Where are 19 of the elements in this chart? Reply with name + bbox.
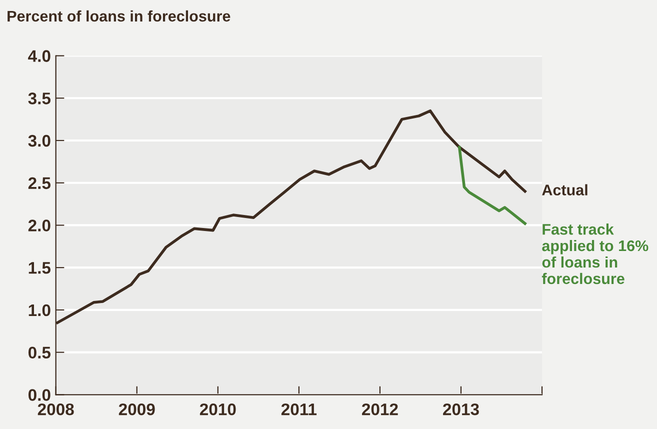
x-tick-label: 2009 bbox=[118, 403, 155, 416]
y-tick-label: 2.0 bbox=[28, 220, 50, 232]
series-label: Fast track applied to 16% of loans in foreclosure bbox=[542, 224, 648, 284]
y-tick-label: 0.5 bbox=[28, 346, 51, 359]
y-tick-label: 2.5 bbox=[28, 177, 51, 190]
y-tick-label: 0.0 bbox=[28, 389, 50, 401]
chart-title: Percent of loans in foreclosure bbox=[8, 10, 230, 22]
x-tick-label: 2010 bbox=[200, 403, 236, 416]
y-tick-label: 3.0 bbox=[28, 134, 50, 147]
x-tick-label: 2012 bbox=[362, 403, 398, 416]
y-tick-label: 4.0 bbox=[28, 50, 50, 62]
x-tick-label: 2008 bbox=[38, 403, 74, 416]
line-series bbox=[458, 146, 526, 225]
x-tick-label: 2013 bbox=[443, 403, 479, 416]
y-tick-label: 1.5 bbox=[28, 262, 51, 274]
y-tick-label: 3.5 bbox=[28, 92, 51, 104]
x-tick-label: 2011 bbox=[281, 403, 317, 416]
series-label: Actual bbox=[542, 184, 588, 196]
y-tick-label: 1.0 bbox=[28, 304, 50, 316]
